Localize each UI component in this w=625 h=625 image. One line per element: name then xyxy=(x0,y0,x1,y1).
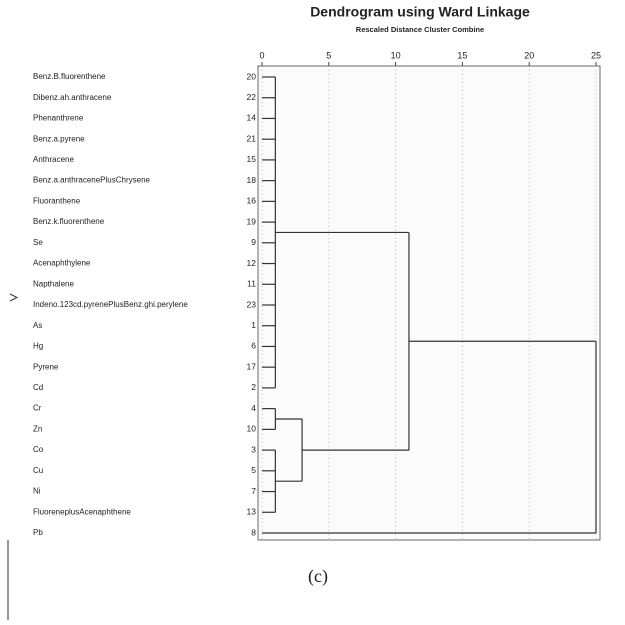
case-number: 17 xyxy=(247,361,257,371)
case-number: 2 xyxy=(251,382,256,392)
case-number: 1 xyxy=(251,320,256,330)
leaf-label: Cr xyxy=(33,404,42,413)
case-number: 10 xyxy=(247,424,257,434)
leaf-label: Co xyxy=(33,445,44,454)
case-number: 19 xyxy=(247,216,257,226)
x-tick-label: 20 xyxy=(524,50,534,60)
leaf-label: Fluoranthene xyxy=(33,196,81,205)
case-number: 14 xyxy=(247,113,257,123)
plot-frame xyxy=(257,65,601,541)
leaf-label: Se xyxy=(33,238,43,247)
leaf-label: Zn xyxy=(33,424,42,433)
case-number: 21 xyxy=(247,133,257,143)
leaf-label: Hg xyxy=(33,342,43,351)
leaf-label: Benz.B.fluorenthene xyxy=(33,72,106,81)
leaf-label: Indeno.123cd.pyrenePlusBenz.ghi.perylene xyxy=(33,300,188,309)
chart-subtitle: Rescaled Distance Cluster Combine xyxy=(356,25,484,34)
arrow-marker xyxy=(9,293,19,302)
case-number: 8 xyxy=(251,527,256,537)
case-number: 4 xyxy=(251,403,256,413)
case-number: 11 xyxy=(247,279,256,289)
leaf-label: Cd xyxy=(33,383,43,392)
case-number: 7 xyxy=(251,486,256,496)
case-number: 6 xyxy=(251,341,256,351)
case-number: 12 xyxy=(247,258,257,268)
x-tick-label: 25 xyxy=(591,50,601,60)
caption: (c) xyxy=(308,566,328,587)
case-number: 9 xyxy=(251,237,256,247)
case-number: 18 xyxy=(247,175,257,185)
leaf-label: Benz.k.fluorenthene xyxy=(33,217,105,226)
case-number: 22 xyxy=(247,92,257,102)
leaf-label: Benz.a.pyrene xyxy=(33,134,85,143)
x-tick-label: 5 xyxy=(326,50,331,60)
leaf-label: Napthalene xyxy=(33,279,74,288)
leaf-label: As xyxy=(33,321,42,330)
leaf-label: Pb xyxy=(33,528,43,537)
leaf-label: Phenanthrene xyxy=(33,114,84,123)
case-number: 15 xyxy=(247,154,257,164)
leaf-label: Ni xyxy=(33,487,41,496)
x-tick-label: 15 xyxy=(457,50,467,60)
x-tick-label: 10 xyxy=(391,50,401,60)
case-number: 5 xyxy=(251,465,256,475)
case-number: 23 xyxy=(247,299,257,309)
leaf-label: Acenaphthylene xyxy=(33,259,91,268)
leaf-label: Benz.a.anthracenePlusChrysene xyxy=(33,176,151,185)
leaf-label: Pyrene xyxy=(33,362,59,371)
leaf-label: Anthracene xyxy=(33,155,74,164)
case-number: 13 xyxy=(247,507,257,517)
leaf-label: Cu xyxy=(33,466,43,475)
chart-title: Dendrogram using Ward Linkage xyxy=(310,4,530,20)
leaf-label: FluoreneplusAcenaphthene xyxy=(33,507,131,516)
leaf-label: Dibenz.ah.anthracene xyxy=(33,93,112,102)
x-tick-label: 0 xyxy=(259,50,264,60)
case-number: 20 xyxy=(247,71,257,81)
case-number: 3 xyxy=(251,444,256,454)
case-number: 16 xyxy=(247,196,257,206)
